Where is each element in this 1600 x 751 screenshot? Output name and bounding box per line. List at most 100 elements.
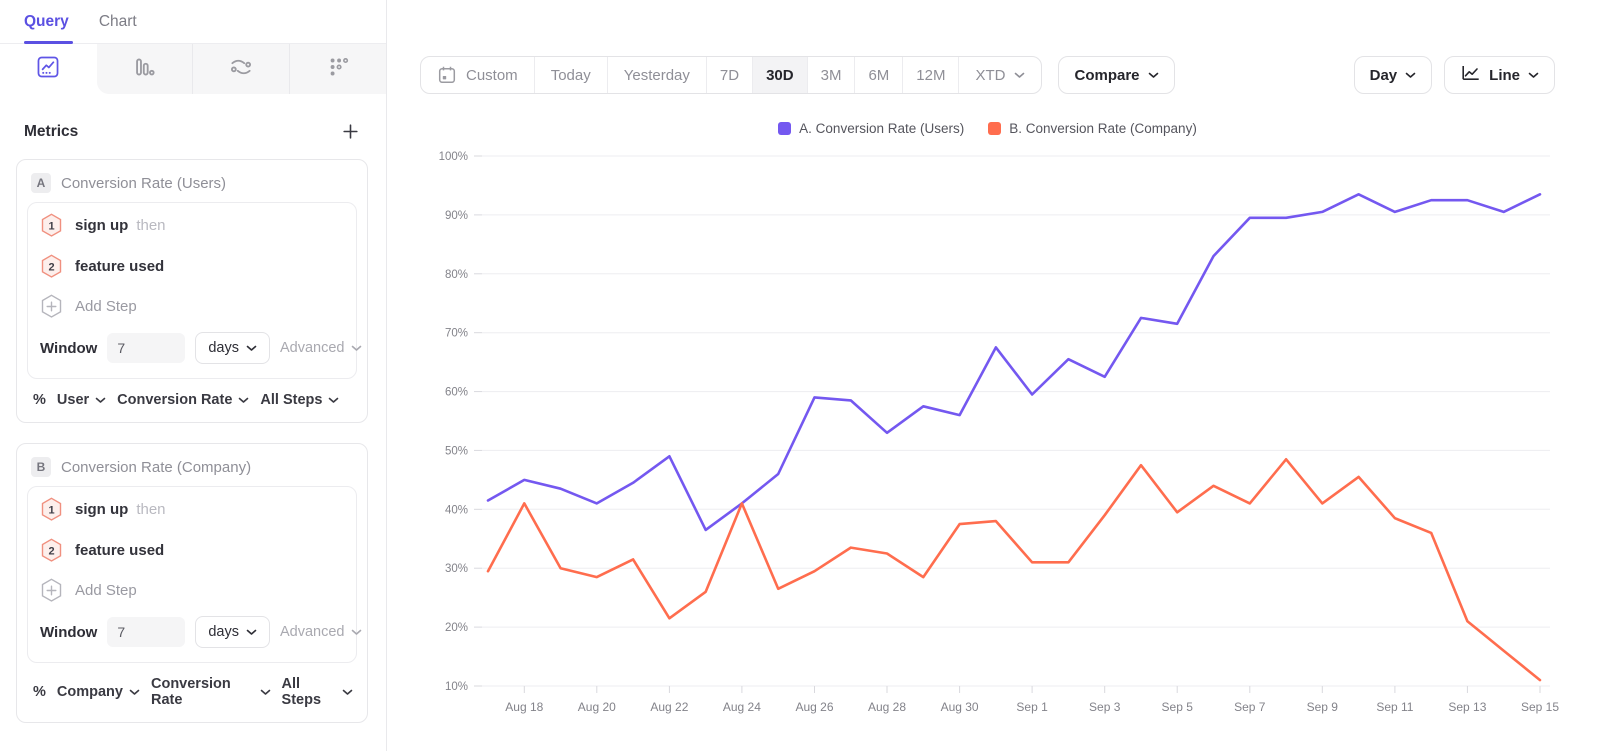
advanced-toggle[interactable]: Advanced <box>280 624 364 640</box>
svg-text:Sep 7: Sep 7 <box>1234 700 1266 714</box>
chevron-down-icon <box>260 689 270 695</box>
advanced-toggle[interactable]: Advanced <box>280 340 364 356</box>
sidebar-tabs: Query Chart <box>0 0 386 44</box>
svg-text:80%: 80% <box>445 269 468 281</box>
date-range-12m[interactable]: 12M <box>902 57 958 93</box>
window-unit-dropdown[interactable]: days <box>195 616 270 648</box>
steps-scope-dropdown[interactable]: All Steps <box>282 676 353 708</box>
svg-text:Sep 11: Sep 11 <box>1376 700 1413 714</box>
chevron-down-icon <box>351 345 361 351</box>
funnel-step-1[interactable]: 1 sign up then <box>40 489 344 530</box>
chart-type-inactive-group <box>96 44 386 94</box>
chart-style-dropdown[interactable]: Line <box>1444 56 1555 94</box>
chevron-down-icon <box>246 345 257 351</box>
svg-text:30%: 30% <box>445 563 468 575</box>
legend-item-b[interactable]: B. Conversion Rate (Company) <box>988 121 1197 136</box>
steps-scope-dropdown[interactable]: All Steps <box>260 392 339 408</box>
date-range-xtd[interactable]: XTD <box>958 57 1041 93</box>
funnel-step-2[interactable]: 2 feature used <box>40 530 344 571</box>
step-suffix: then <box>136 217 166 234</box>
date-range-custom[interactable]: Custom <box>421 57 534 93</box>
funnel-steps-box: 1 sign up then 2 feature used <box>27 486 361 663</box>
bar-chart-icon <box>131 54 157 85</box>
conversion-window-row: Window days Advanced <box>40 609 361 658</box>
metric-title-input[interactable]: Conversion Rate (Users) <box>61 174 227 192</box>
funnel-step-2[interactable]: 2 feature used <box>40 246 344 287</box>
legend-label: A. Conversion Rate (Users) <box>799 121 965 136</box>
step-event-name: sign up <box>75 217 129 234</box>
svg-text:Aug 22: Aug 22 <box>650 700 688 714</box>
series-a-line[interactable] <box>486 192 1542 532</box>
step-number-badge: 2 <box>41 538 62 562</box>
svg-text:Aug 24: Aug 24 <box>723 700 761 714</box>
metric-type-dropdown[interactable]: Conversion Rate <box>117 392 249 408</box>
dots-grid-icon <box>325 54 351 85</box>
window-unit-dropdown[interactable]: days <box>195 332 270 364</box>
compare-dropdown[interactable]: Compare <box>1058 56 1175 94</box>
chevron-down-icon <box>1015 72 1025 78</box>
svg-text:Sep 15: Sep 15 <box>1521 700 1559 714</box>
svg-text:60%: 60% <box>445 387 468 399</box>
date-range-30d[interactable]: 30D <box>752 57 807 93</box>
measure-type-dropdown[interactable]: % <box>33 684 46 700</box>
step-number-badge: 2 <box>41 254 62 278</box>
series-a-swatch <box>778 122 792 135</box>
tab-query[interactable]: Query <box>24 0 73 44</box>
chevron-down-icon <box>1528 72 1539 78</box>
entity-dropdown[interactable]: User <box>57 392 106 408</box>
chevron-down-icon <box>1148 72 1158 78</box>
line-chart-icon <box>35 54 61 85</box>
measure-type-dropdown[interactable]: % <box>33 392 46 408</box>
window-label: Window <box>40 623 98 641</box>
chevron-down-icon <box>1405 72 1416 78</box>
chart-type-bar-button[interactable] <box>97 44 193 94</box>
chart-type-breakdown-button[interactable] <box>289 44 386 94</box>
metric-card-header: B Conversion Rate (Company) <box>17 444 367 486</box>
tab-chart[interactable]: Chart <box>98 12 137 30</box>
legend-item-a[interactable]: A. Conversion Rate (Users) <box>778 121 964 136</box>
metric-card-b: B Conversion Rate (Company) 1 sign up th… <box>16 443 368 723</box>
add-step-button[interactable]: Add Step <box>40 287 344 325</box>
date-range-3m[interactable]: 3M <box>806 57 855 93</box>
chart-type-flow-button[interactable] <box>192 44 289 94</box>
chevron-down-icon <box>342 689 353 695</box>
query-sidebar: Query Chart <box>0 0 387 751</box>
chevron-down-icon <box>351 629 361 635</box>
svg-text:Sep 5: Sep 5 <box>1162 700 1194 714</box>
funnel-step-1[interactable]: 1 sign up then <box>40 205 344 246</box>
add-metric-button[interactable] <box>341 122 360 141</box>
interval-dropdown[interactable]: Day <box>1353 56 1433 94</box>
add-step-button[interactable]: Add Step <box>40 571 344 609</box>
window-value-input[interactable] <box>107 617 186 647</box>
date-range-yesterday[interactable]: Yesterday <box>606 57 706 93</box>
date-range-6m[interactable]: 6M <box>854 57 902 93</box>
step-event-name: feature used <box>75 542 165 559</box>
metric-output-row: % User Conversion Rate All Steps <box>17 379 367 422</box>
line-chart[interactable]: 100% 90% 80% 70% 60% 50% 40% 30% 20% 10% Aug 18 Aug… <box>420 146 1560 726</box>
date-range-7d[interactable]: 7D <box>705 57 752 93</box>
series-b-swatch <box>988 122 1002 135</box>
chart-legend: A. Conversion Rate (Users) B. Conversion… <box>420 121 1555 136</box>
svg-text:1: 1 <box>48 504 54 516</box>
window-value-input[interactable] <box>107 333 186 363</box>
funnel-steps-box: 1 sign up then 2 feature used <box>27 202 361 379</box>
date-range-today[interactable]: Today <box>533 57 607 93</box>
metrics-header: Metrics <box>0 94 386 141</box>
svg-text:100%: 100% <box>439 151 468 163</box>
calendar-icon <box>438 66 456 84</box>
metric-type-dropdown[interactable]: Conversion Rate <box>151 676 271 708</box>
chart-toolbar: Custom Today Yesterday 7D 30D 3M 6M 12M XTD Comp… <box>420 56 1555 94</box>
add-step-plus-icon <box>41 578 62 602</box>
chart-type-switcher <box>0 44 386 94</box>
entity-dropdown[interactable]: Company <box>57 684 140 700</box>
metric-card-a: A Conversion Rate (Users) 1 sign up then… <box>16 159 368 423</box>
svg-text:2: 2 <box>48 261 54 273</box>
chevron-down-icon <box>246 629 257 635</box>
metric-title-input[interactable]: Conversion Rate (Company) <box>61 458 252 476</box>
svg-text:Aug 30: Aug 30 <box>941 700 979 714</box>
series-b-line[interactable] <box>486 457 1542 682</box>
chart-type-line-button[interactable] <box>0 44 97 94</box>
chart-panel: Custom Today Yesterday 7D 30D 3M 6M 12M XTD Comp… <box>387 0 1600 751</box>
metrics-title: Metrics <box>24 122 79 140</box>
step-suffix: then <box>136 501 166 518</box>
